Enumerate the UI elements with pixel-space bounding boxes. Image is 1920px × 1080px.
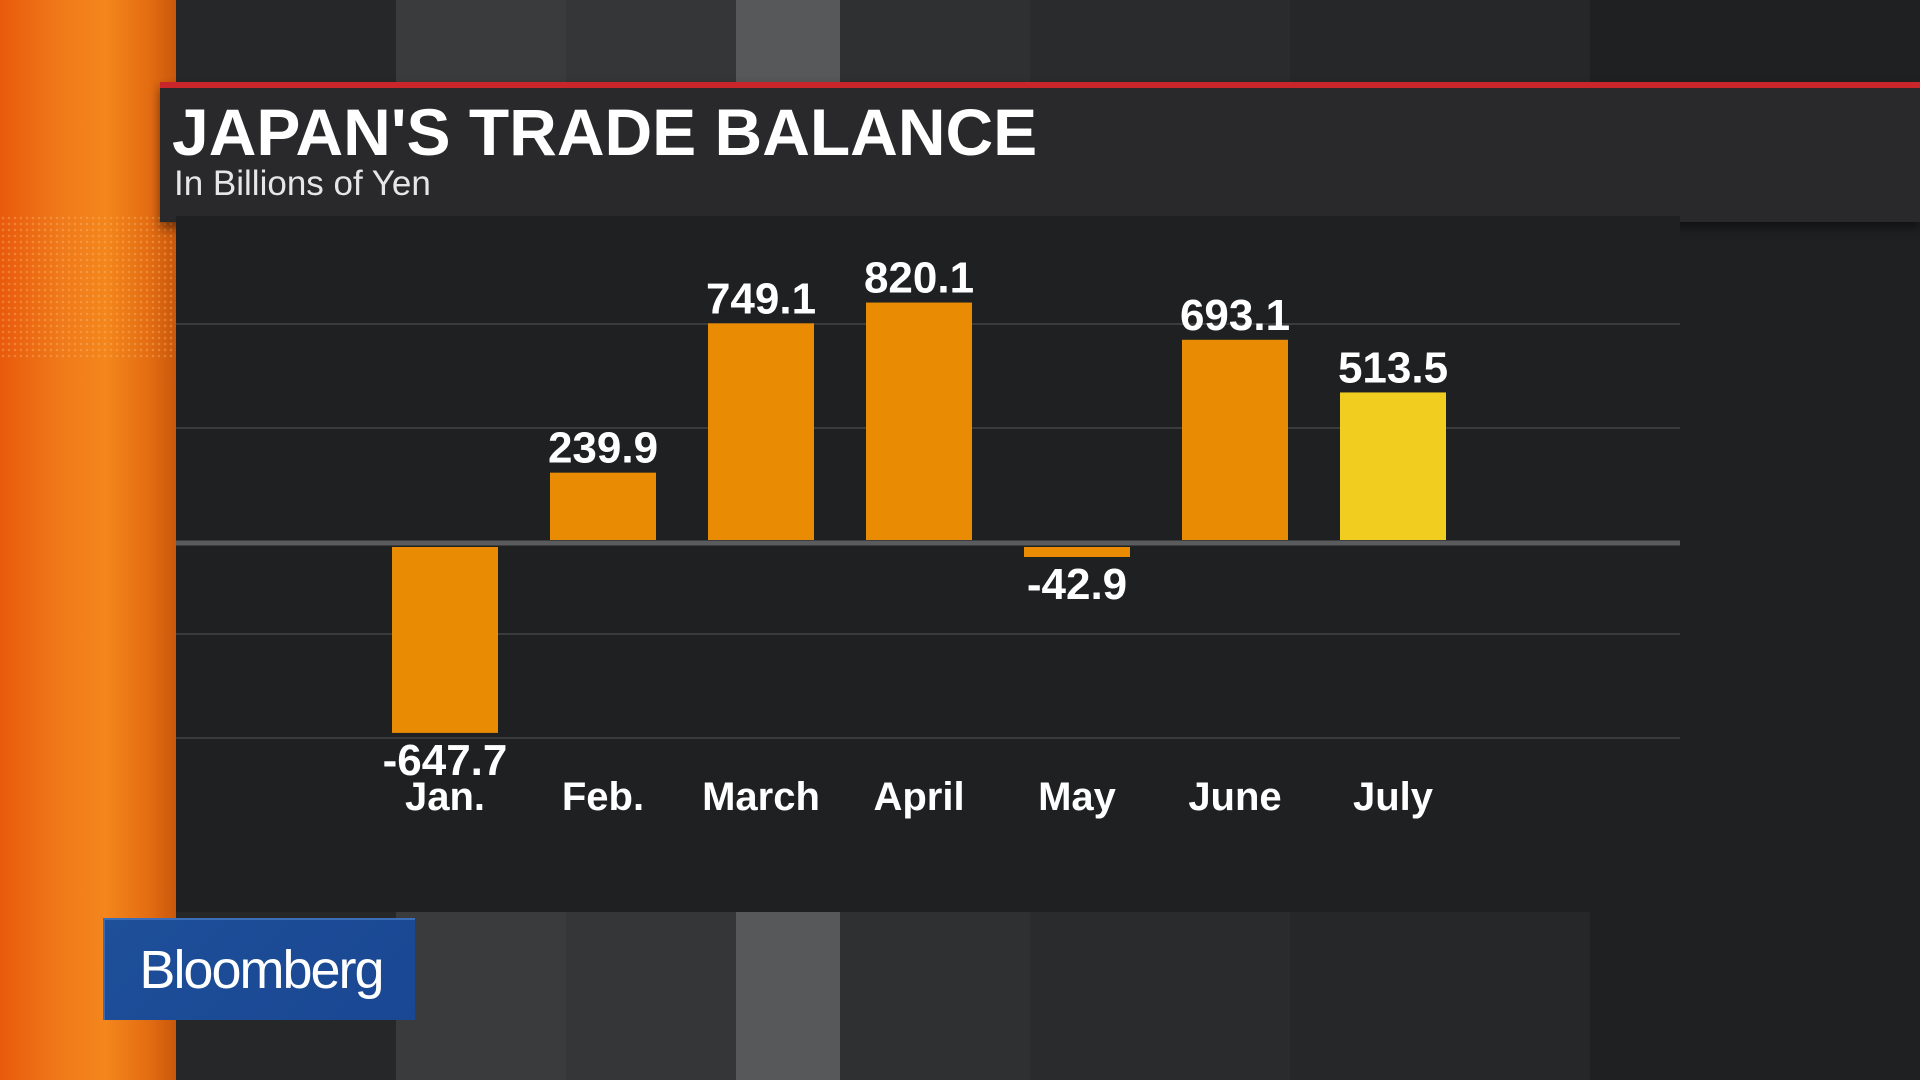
category-label: April [873,775,964,819]
orange-dot-pattern [0,215,176,360]
category-label: March [702,775,820,819]
bar-april [866,302,972,540]
bar-feb [550,472,656,540]
title-bar [160,82,1920,222]
bar-july [1340,392,1446,540]
chart-title: JAPAN'S TRADE BALANCE [172,95,1038,169]
bar-jan [392,547,498,733]
bloomberg-wordmark: Bloomberg [139,940,384,1000]
bloomberg-logo: Bloomberg [103,918,415,1020]
category-label: May [1038,775,1117,819]
value-label: 820.1 [864,254,974,303]
value-label: 693.1 [1180,291,1290,340]
bar-march [708,323,814,540]
chart-subtitle: In Billions of Yen [174,164,431,203]
chart-panel: -647.7 Jan. 239.9 Feb. 749.1 March 820.1 April -… [176,216,1680,912]
value-label: 239.9 [548,424,658,473]
value-label: 513.5 [1338,343,1448,392]
category-label: June [1188,775,1281,819]
category-label: July [1353,775,1434,819]
orange-side-stripe [0,0,176,1080]
value-label: -647.7 [383,736,508,785]
value-label: 749.1 [706,274,816,323]
bar-may [1024,547,1130,557]
bar-june [1182,339,1288,540]
category-label: Jan. [405,775,485,819]
value-label: -42.9 [1027,560,1127,609]
category-label: Feb. [562,775,644,819]
